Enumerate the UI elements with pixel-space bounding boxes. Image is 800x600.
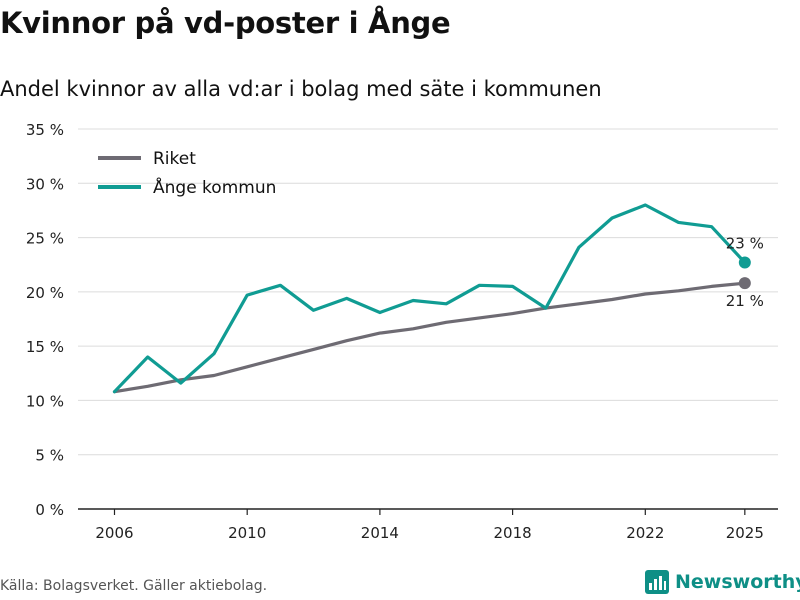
source-note: Källa: Bolagsverket. Gäller aktiebolag. [0,578,268,594]
grid-lines [78,128,778,510]
endpoint-label-riket: 21 % [726,292,764,310]
chart-title: Kvinnor på vd-poster i Ånge [0,6,451,40]
x-tick-label: 2018 [494,524,532,542]
endpoint-marker-ange [738,256,751,269]
y-axis-labels: 0 % 5 % 10 % 15 % 20 % 25 % 30 % 35 % [26,121,64,519]
y-tick-label: 20 % [26,284,64,302]
y-tick-label: 15 % [26,338,64,356]
x-tick-label: 2022 [626,524,664,542]
x-axis: 2006 2010 2014 2018 2022 2025 [95,509,764,542]
x-tick-label: 2010 [228,524,266,542]
y-tick-label: 25 % [26,230,64,248]
y-tick-label: 10 % [26,392,64,410]
brand-name: Newsworthy [675,571,800,593]
y-tick-label: 30 % [26,175,64,193]
legend: Riket Ånge kommun [98,149,276,198]
legend-label-ange: Ånge kommun [153,176,276,198]
series-lines [112,203,747,394]
x-tick-label: 2014 [361,524,399,542]
legend-label-riket: Riket [153,149,196,169]
y-tick-label: 0 % [35,501,64,519]
y-tick-label: 35 % [26,121,64,139]
y-tick-label: 5 % [35,447,64,465]
chart-subtitle: Andel kvinnor av alla vd:ar i bolag med … [0,77,602,101]
x-tick-label: 2006 [95,524,133,542]
series-line-riket [112,281,747,394]
series-line-ange [112,203,747,394]
series-endpoints: 21 % 23 % [726,235,764,311]
bar-chart-icon [645,570,669,594]
brand-logo: Newsworthy [645,570,800,594]
endpoint-marker-riket [738,277,751,290]
x-tick-label: 2025 [726,524,764,542]
endpoint-label-ange: 23 % [726,235,764,253]
